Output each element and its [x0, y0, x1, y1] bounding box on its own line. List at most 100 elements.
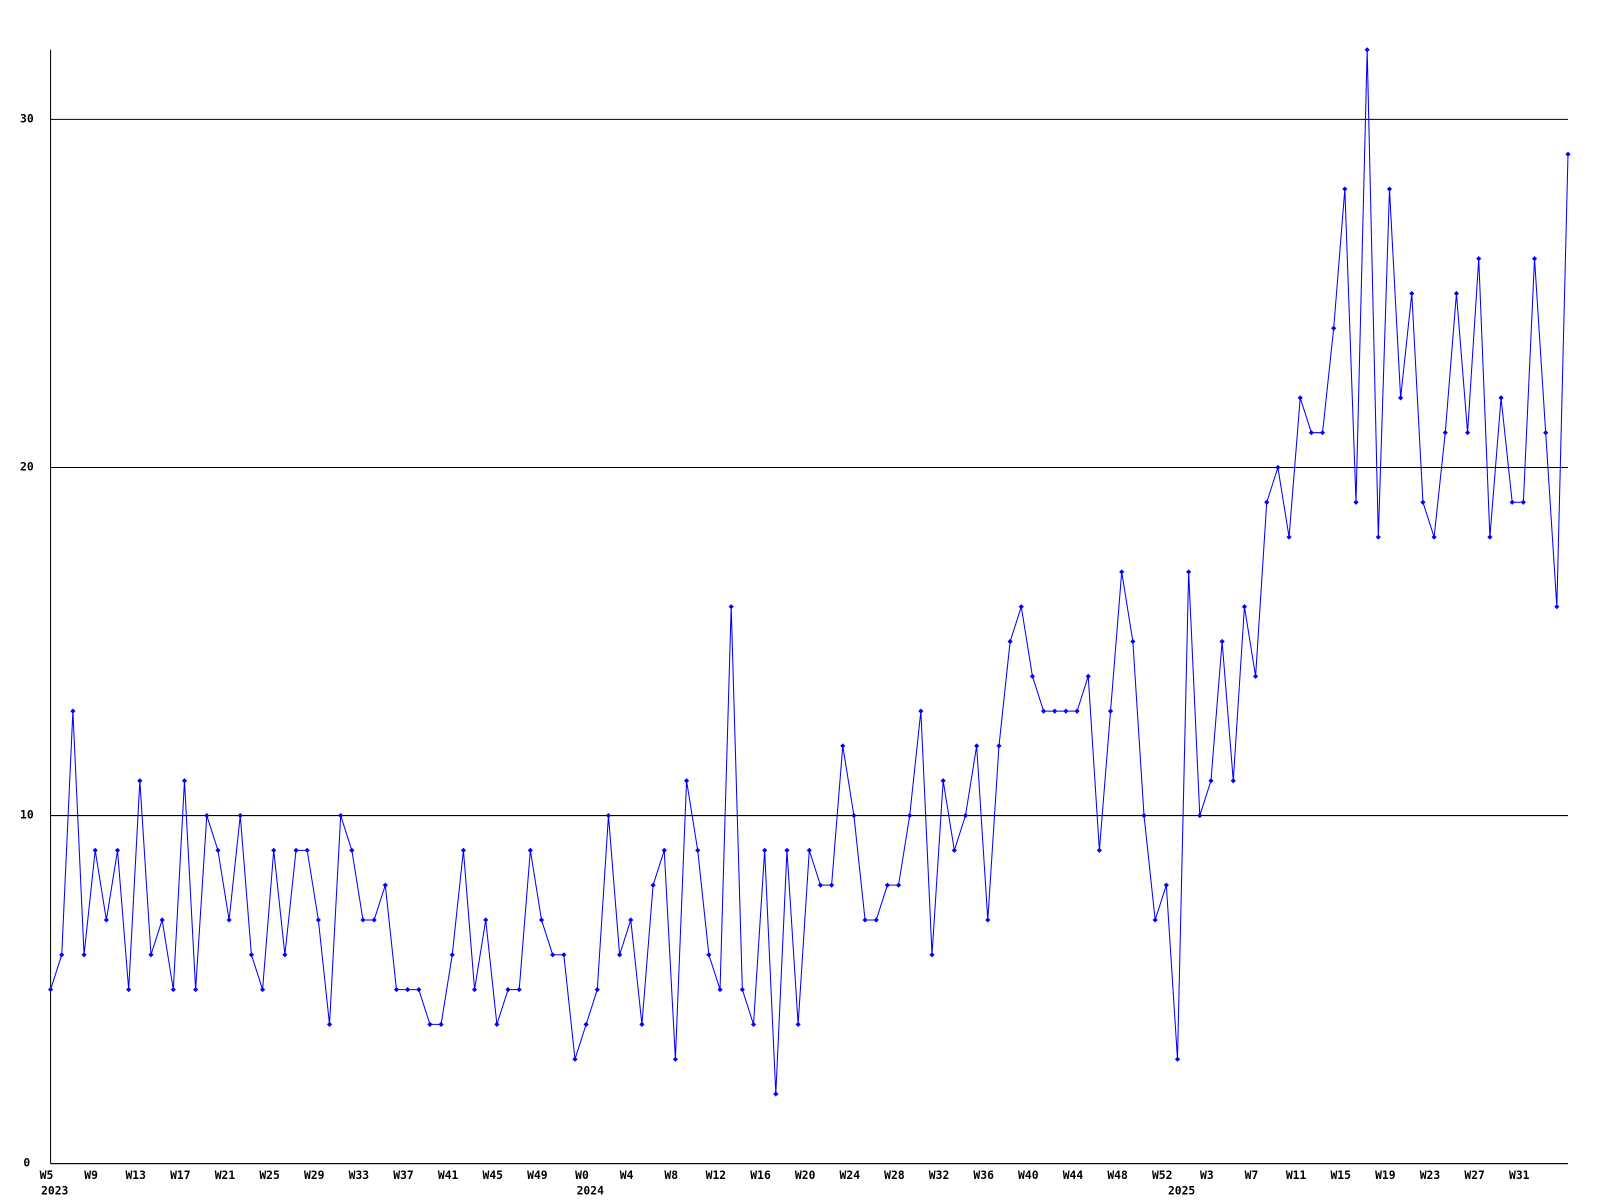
x-tick-label: W49 — [527, 1168, 548, 1182]
x-tick-label: W23 — [1420, 1168, 1441, 1182]
point-marker — [1509, 499, 1515, 505]
point-marker — [1353, 499, 1359, 505]
x-tick-label: W9 — [84, 1168, 98, 1182]
point-marker — [1253, 673, 1259, 679]
y-tick-label: 20 — [20, 459, 34, 473]
point-marker — [259, 987, 266, 993]
y-tick-label: 30 — [20, 111, 34, 125]
point-marker — [605, 812, 612, 819]
point-marker — [940, 778, 946, 784]
point-marker — [1219, 638, 1225, 645]
point-marker — [572, 1056, 578, 1062]
x-tick-label: W3 — [1200, 1168, 1214, 1182]
point-marker — [661, 847, 667, 853]
x-tick-label: W36 — [973, 1168, 994, 1182]
x-tick-label: W45 — [483, 1168, 504, 1182]
point-marker — [293, 847, 299, 853]
point-marker — [449, 952, 455, 958]
point-marker — [193, 987, 199, 993]
x-tick-label: W11 — [1286, 1168, 1307, 1182]
line-series — [50, 49, 1569, 1095]
point-marker — [204, 812, 210, 819]
point-marker — [248, 952, 254, 958]
point-marker — [1007, 638, 1013, 645]
point-marker — [550, 952, 556, 958]
point-marker — [170, 987, 176, 993]
x-tick-label: W25 — [259, 1168, 280, 1182]
point-marker — [438, 1021, 444, 1027]
point-marker — [494, 1021, 500, 1027]
point-marker — [181, 778, 188, 784]
point-marker — [1465, 430, 1471, 436]
point-marker — [1386, 186, 1393, 192]
point-marker — [617, 952, 623, 958]
point-marker — [226, 917, 232, 923]
point-marker — [1241, 604, 1248, 610]
point-marker — [1319, 430, 1326, 436]
point-marker — [773, 1091, 779, 1097]
point-marker — [114, 847, 121, 853]
point-marker — [1420, 499, 1426, 505]
point-marker — [1096, 847, 1102, 853]
point-marker — [371, 917, 377, 923]
point-marker — [1331, 325, 1337, 331]
point-marker — [304, 847, 310, 853]
point-marker — [1297, 395, 1303, 401]
x-tick-label: W24 — [840, 1168, 861, 1182]
point-marker — [427, 1021, 433, 1027]
point-marker — [840, 743, 846, 749]
point-marker — [962, 812, 969, 819]
point-marker — [650, 882, 656, 888]
x-tick-label: W17 — [170, 1168, 191, 1182]
x-tick-label: W37 — [393, 1168, 414, 1182]
y-tick-label: 10 — [20, 808, 34, 822]
x-tick-label: W33 — [349, 1168, 370, 1182]
point-marker — [1565, 151, 1571, 157]
point-marker — [159, 917, 165, 923]
x-tick-label: W13 — [125, 1168, 146, 1182]
point-marker — [1520, 499, 1526, 505]
point-marker — [862, 917, 868, 923]
point-marker — [271, 847, 277, 853]
point-marker — [527, 847, 533, 853]
point-marker — [471, 987, 478, 993]
point-marker — [1286, 534, 1292, 540]
point-marker — [873, 917, 879, 923]
point-marker — [884, 882, 890, 888]
point-marker — [1431, 534, 1437, 540]
point-marker — [282, 952, 288, 958]
point-marker — [59, 952, 65, 958]
point-marker — [907, 812, 913, 819]
point-marker — [1152, 917, 1158, 923]
point-marker — [1163, 882, 1169, 888]
point-marker — [1107, 708, 1114, 714]
point-marker — [628, 917, 634, 923]
point-marker — [538, 917, 545, 923]
point-marker — [483, 917, 489, 923]
point-marker — [70, 708, 76, 714]
point-marker — [817, 882, 824, 888]
point-marker — [1174, 1056, 1181, 1062]
point-marker — [81, 952, 87, 958]
point-marker — [1230, 778, 1236, 784]
point-marker — [918, 708, 924, 714]
point-marker — [405, 987, 411, 993]
point-marker — [516, 987, 522, 993]
point-marker — [360, 917, 366, 923]
point-marker — [1453, 290, 1460, 297]
point-marker — [393, 987, 400, 993]
point-marker — [349, 847, 355, 853]
point-marker — [1409, 290, 1415, 297]
x-tick-label: W48 — [1107, 1168, 1128, 1182]
point-marker — [315, 917, 321, 923]
x-tick-label: W15 — [1330, 1168, 1351, 1182]
point-marker — [1275, 464, 1281, 471]
point-marker — [326, 1021, 333, 1027]
x-tick-label: W28 — [884, 1168, 905, 1182]
point-marker — [672, 1056, 678, 1062]
point-marker — [148, 952, 154, 958]
point-marker — [1085, 673, 1091, 679]
x-tick-label: W31 — [1509, 1168, 1530, 1182]
point-marker — [951, 847, 957, 853]
